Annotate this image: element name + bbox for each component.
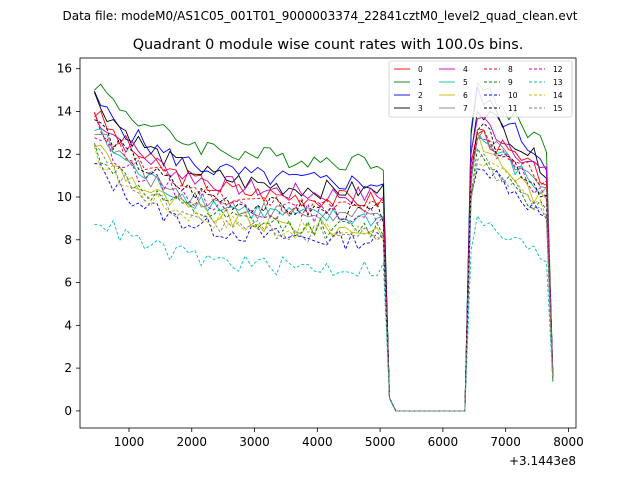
y-tick-label: 2 xyxy=(64,361,72,375)
legend-label: 11 xyxy=(508,104,518,113)
y-tick-label: 14 xyxy=(57,104,72,118)
x-tick-label: 2000 xyxy=(176,435,207,449)
legend-label: 0 xyxy=(418,65,423,74)
legend-label: 13 xyxy=(553,78,563,87)
suptitle: Data file: modeM0/AS1C05_001T01_90000033… xyxy=(62,9,577,23)
x-offset-label: +3.1443e8 xyxy=(509,454,576,468)
series-line-8 xyxy=(93,112,554,412)
x-tick-label: 1000 xyxy=(114,435,145,449)
plot-frame xyxy=(79,57,577,429)
series-line-9 xyxy=(93,143,554,412)
x-tick-label: 5000 xyxy=(365,435,396,449)
x-tick-label: 3000 xyxy=(239,435,270,449)
legend-label: 1 xyxy=(418,78,423,87)
y-axis-ticks: 0 2 4 6 8 10 12 14 16 xyxy=(57,62,80,418)
series-line-6 xyxy=(94,132,554,412)
legend-label: 8 xyxy=(508,65,513,74)
legend-label: 10 xyxy=(508,91,518,100)
series-line-12 xyxy=(94,136,554,412)
x-tick-label: 6000 xyxy=(428,435,459,449)
legend-label: 2 xyxy=(418,91,423,100)
x-tick-label: 4000 xyxy=(302,435,333,449)
legend-label: 12 xyxy=(553,65,563,74)
legend-label: 4 xyxy=(463,65,468,74)
plot-lines xyxy=(93,81,554,412)
y-tick-label: 6 xyxy=(64,276,72,290)
y-tick-label: 4 xyxy=(64,318,72,332)
legend-box xyxy=(388,60,573,118)
y-tick-label: 8 xyxy=(64,233,72,247)
series-line-7 xyxy=(94,128,554,412)
legend-label: 3 xyxy=(418,104,423,113)
legend-label: 14 xyxy=(553,91,563,100)
y-tick-label: 0 xyxy=(64,404,72,418)
x-tick-label: 8000 xyxy=(553,435,584,449)
legend-label: 5 xyxy=(463,78,468,87)
series-line-3 xyxy=(93,92,554,412)
chart-title: Quadrant 0 module wise count rates with … xyxy=(133,37,524,53)
legend-label: 6 xyxy=(463,91,468,100)
x-tick-label: 7000 xyxy=(490,435,521,449)
y-tick-label: 10 xyxy=(57,190,72,204)
series-line-13 xyxy=(94,214,554,412)
legend-label: 15 xyxy=(553,104,563,113)
y-tick-label: 16 xyxy=(57,62,72,76)
y-tick-label: 12 xyxy=(57,147,72,161)
legend-label: 9 xyxy=(508,78,513,87)
series-line-10 xyxy=(94,163,554,412)
series-line-15 xyxy=(94,144,554,412)
x-axis-ticks: 1000 2000 3000 4000 5000 6000 7000 8000 xyxy=(114,428,584,449)
legend-label: 7 xyxy=(463,104,468,113)
series-line-11 xyxy=(94,119,554,412)
